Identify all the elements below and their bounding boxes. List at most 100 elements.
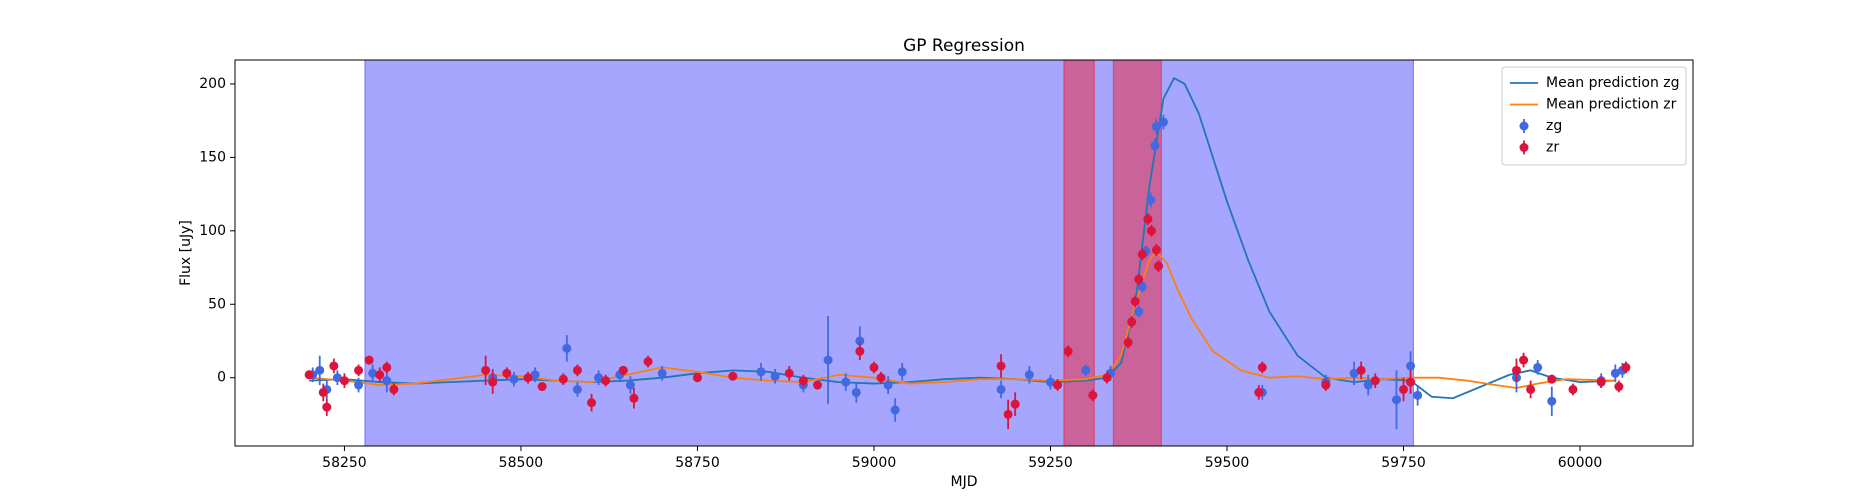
data-point xyxy=(572,384,582,394)
data-point xyxy=(1596,377,1606,387)
data-point xyxy=(601,376,611,386)
data-point xyxy=(1143,214,1153,224)
data-point xyxy=(304,370,314,380)
data-point xyxy=(1621,362,1631,372)
data-point xyxy=(382,362,392,372)
data-point xyxy=(1511,365,1521,375)
data-point xyxy=(770,371,780,381)
data-point xyxy=(1134,307,1144,317)
x-tick-label: 59750 xyxy=(1381,455,1426,471)
data-point xyxy=(523,373,533,383)
x-tick-label: 60000 xyxy=(1558,455,1603,471)
data-point xyxy=(1406,377,1416,387)
data-point xyxy=(798,376,808,386)
data-point xyxy=(890,405,900,415)
data-point xyxy=(1413,390,1423,400)
y-tick-label: 100 xyxy=(199,223,226,239)
data-point xyxy=(1526,384,1536,394)
data-point xyxy=(389,384,399,394)
data-point xyxy=(354,380,364,390)
data-point xyxy=(756,367,766,377)
data-point xyxy=(657,368,667,378)
data-point xyxy=(1003,409,1013,419)
data-point xyxy=(364,355,374,365)
data-point xyxy=(530,370,540,380)
data-point xyxy=(1154,261,1164,271)
data-point xyxy=(996,361,1006,371)
data-point xyxy=(537,382,547,392)
data-point xyxy=(1134,274,1144,284)
data-point xyxy=(1130,296,1140,306)
data-point xyxy=(1254,387,1264,397)
legend-label: Mean prediction zg xyxy=(1546,75,1680,91)
data-point xyxy=(1137,282,1147,292)
data-point xyxy=(1088,390,1098,400)
y-tick-label: 200 xyxy=(199,76,226,92)
data-point xyxy=(1399,384,1409,394)
data-point xyxy=(692,373,702,383)
data-point xyxy=(1045,377,1055,387)
x-tick-label: 59500 xyxy=(1205,455,1250,471)
y-tick-label: 150 xyxy=(199,149,226,165)
data-point xyxy=(481,365,491,375)
data-point xyxy=(594,373,604,383)
data-point xyxy=(876,373,886,383)
data-point xyxy=(1081,365,1091,375)
data-point xyxy=(1127,317,1137,327)
data-point xyxy=(1406,361,1416,371)
x-tick-label: 58500 xyxy=(499,455,544,471)
data-point xyxy=(823,355,833,365)
data-point xyxy=(883,380,893,390)
data-point xyxy=(625,380,635,390)
data-point xyxy=(375,370,385,380)
data-point xyxy=(1150,141,1160,151)
data-point xyxy=(1102,373,1112,383)
x-tick-label: 59250 xyxy=(1028,455,1073,471)
x-tick-label: 58250 xyxy=(322,455,367,471)
data-point xyxy=(318,387,328,397)
data-point xyxy=(1137,249,1147,259)
legend-marker xyxy=(1519,143,1529,152)
data-point xyxy=(562,343,572,353)
data-point xyxy=(855,336,865,346)
data-point xyxy=(1010,399,1020,409)
x-tick-label: 59000 xyxy=(852,455,897,471)
data-point xyxy=(1146,226,1156,236)
data-point xyxy=(1568,384,1578,394)
data-point xyxy=(1356,365,1366,375)
y-axis-label: Flux [uJy] xyxy=(178,220,194,286)
data-point xyxy=(1146,195,1156,205)
data-point xyxy=(1063,346,1073,356)
data-point xyxy=(382,376,392,386)
data-point xyxy=(322,402,332,412)
data-point xyxy=(332,373,342,383)
x-tick-label: 58750 xyxy=(675,455,720,471)
data-point xyxy=(572,365,582,375)
plot-area xyxy=(304,60,1631,446)
chart-title: GP Regression xyxy=(903,36,1025,56)
data-point xyxy=(339,376,349,386)
data-point xyxy=(558,374,568,384)
data-point xyxy=(329,361,339,371)
legend-label: zg xyxy=(1546,118,1562,134)
data-point xyxy=(502,368,512,378)
shaded-span xyxy=(1063,60,1095,446)
legend-marker xyxy=(1519,121,1529,131)
data-point xyxy=(629,393,639,403)
data-point xyxy=(368,368,378,378)
data-point xyxy=(1391,395,1401,405)
data-point xyxy=(812,380,822,390)
data-point xyxy=(488,377,498,387)
data-point xyxy=(1614,382,1624,392)
axes-frame xyxy=(234,59,1694,447)
data-point xyxy=(618,365,628,375)
data-point xyxy=(1158,117,1168,127)
data-point xyxy=(841,377,851,387)
data-point xyxy=(587,398,597,408)
data-point xyxy=(996,384,1006,394)
data-point xyxy=(1363,380,1373,390)
y-tick-label: 50 xyxy=(208,296,226,312)
data-point xyxy=(728,371,738,381)
